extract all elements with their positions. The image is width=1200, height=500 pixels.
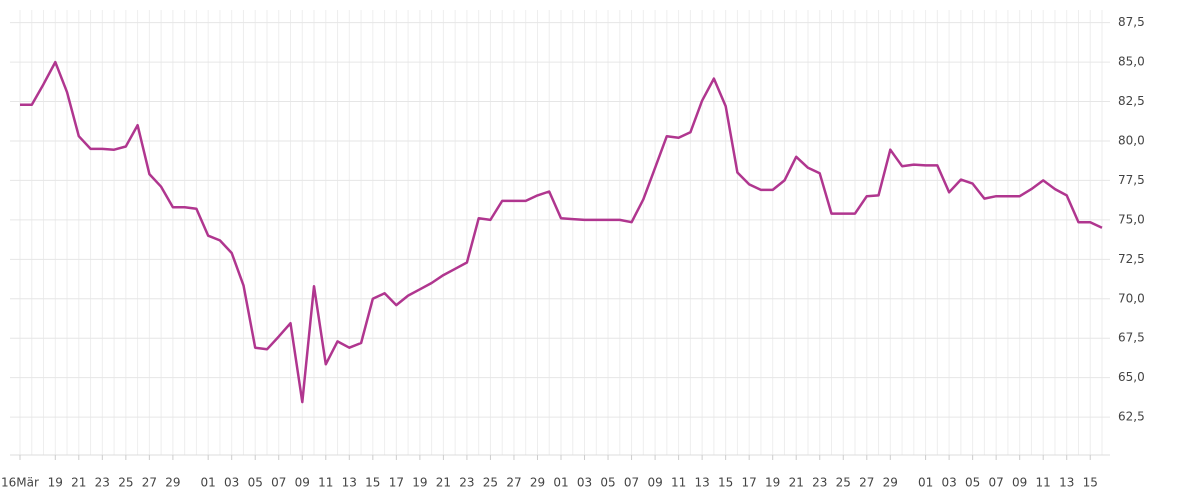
x-tick-label: 09 [1012,476,1027,490]
x-tick-label: 17 [742,476,757,490]
x-tick-label: 07 [271,476,286,490]
x-tick-label: 25 [836,476,851,490]
line-series [20,60,1103,404]
x-tick-label: 07 [624,476,639,490]
x-tick-label: 15 [365,476,380,490]
x-tick-label: 23 [459,476,474,490]
x-tick-label: 09 [647,476,662,490]
y-tick-label: 77,5 [1118,173,1145,187]
x-tick-label: 16Mär [1,476,39,490]
x-tick-label: 05 [248,476,263,490]
x-tick-label: 27 [506,476,521,490]
x-tick-label: 03 [224,476,239,490]
x-tick-label: 23 [812,476,827,490]
x-tick-label: 05 [600,476,615,490]
y-tick-label: 82,5 [1118,94,1145,108]
x-tick-label: 29 [530,476,545,490]
x-tick-label: 15 [1083,476,1098,490]
x-tick-label: 13 [694,476,709,490]
x-tick-label: 11 [318,476,333,490]
x-tick-label: 01 [553,476,568,490]
y-tick-label: 72,5 [1118,252,1145,266]
x-tick-label: 25 [483,476,498,490]
x-tick-label: 13 [1059,476,1074,490]
x-tick-label: 23 [95,476,110,490]
x-tick-label: 17 [389,476,404,490]
x-tick-label: 29 [165,476,180,490]
x-tick-label: 09 [295,476,310,490]
x-tick-label: 13 [342,476,357,490]
x-tick-label: 21 [789,476,804,490]
y-tick-label: 62,5 [1118,410,1145,424]
x-tick-label: 11 [671,476,686,490]
x-tick-label: 21 [71,476,86,490]
y-tick-label: 80,0 [1118,133,1145,147]
x-tick-label: 27 [859,476,874,490]
x-tick-label: 03 [577,476,592,490]
x-tick-label: 11 [1036,476,1051,490]
x-tick-label: 01 [918,476,933,490]
y-tick-label: 75,0 [1118,212,1145,226]
y-tick-label: 87,5 [1118,15,1145,29]
x-tick-label: 03 [941,476,956,490]
x-tick-label: 19 [765,476,780,490]
x-tick-label: 01 [201,476,216,490]
y-tick-label: 67,5 [1118,331,1145,345]
x-tick-label: 27 [142,476,157,490]
y-tick-label: 85,0 [1118,55,1145,69]
x-tick-label: 21 [436,476,451,490]
x-tick-label: 19 [48,476,63,490]
x-tick-label: 05 [965,476,980,490]
x-tick-label: 29 [883,476,898,490]
x-tick-label: 19 [412,476,427,490]
x-tick-label: 25 [118,476,133,490]
y-tick-label: 65,0 [1118,370,1145,384]
x-tick-label: 07 [989,476,1004,490]
y-tick-label: 70,0 [1118,291,1145,305]
x-tick-label: 15 [718,476,733,490]
